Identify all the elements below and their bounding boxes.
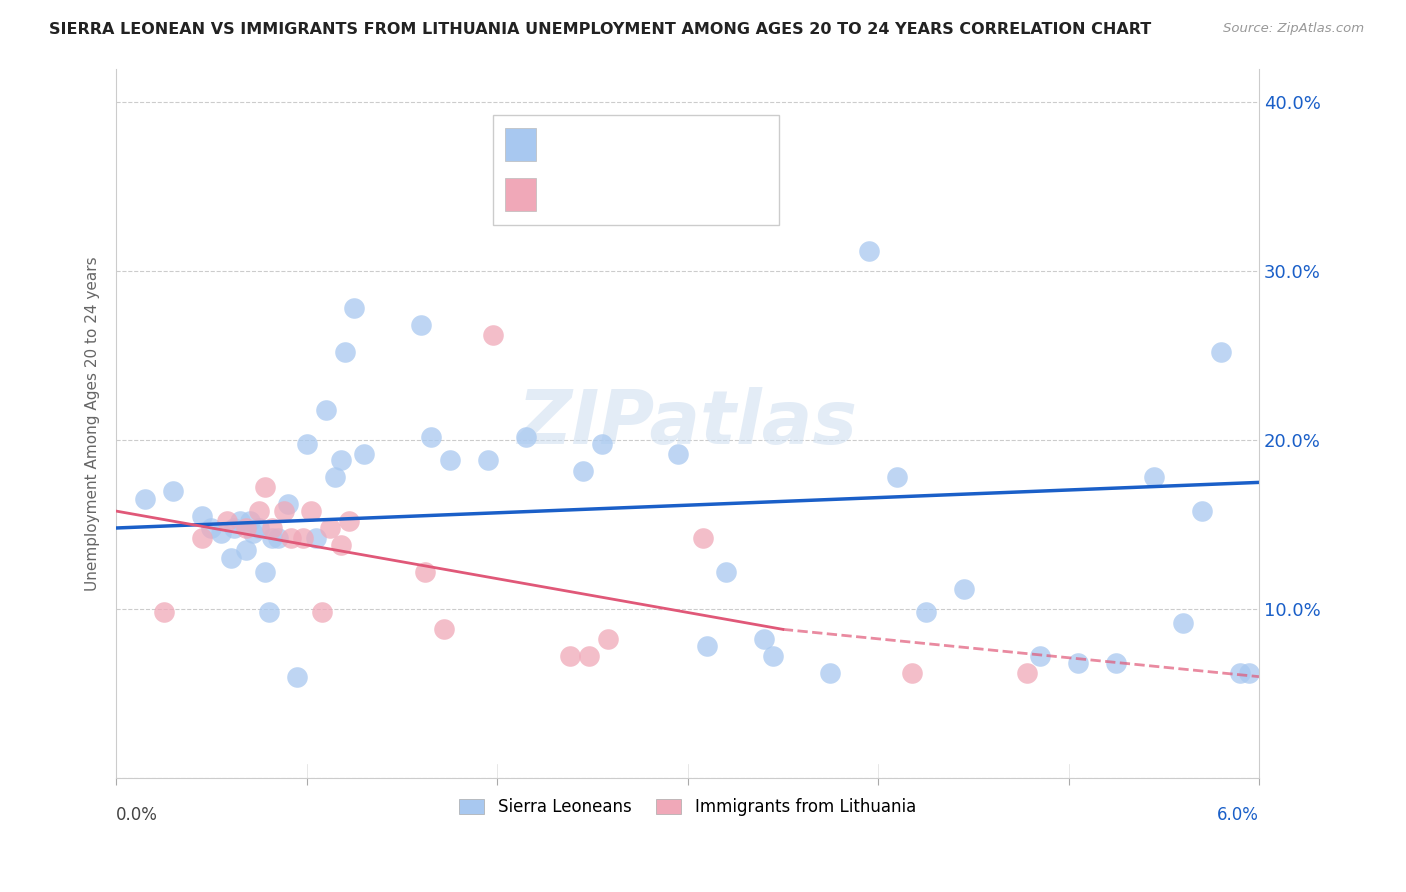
- Point: [267, 531, 290, 545]
- Point: [1029, 649, 1052, 664]
- Point: [1015, 666, 1038, 681]
- Point: [247, 521, 270, 535]
- Point: [591, 436, 613, 450]
- Point: [1209, 345, 1232, 359]
- Point: [337, 514, 360, 528]
- Point: [215, 514, 238, 528]
- Point: [262, 521, 284, 535]
- Point: [696, 639, 718, 653]
- Point: [353, 447, 375, 461]
- Point: [235, 521, 257, 535]
- Point: [638, 194, 661, 208]
- Point: [1239, 666, 1261, 681]
- Point: [482, 328, 505, 343]
- Point: [343, 301, 366, 316]
- Point: [419, 430, 441, 444]
- Point: [323, 470, 346, 484]
- Point: [1143, 470, 1166, 484]
- Point: [191, 531, 214, 545]
- Point: [578, 649, 600, 664]
- Point: [1105, 656, 1128, 670]
- Point: [1067, 656, 1090, 670]
- Point: [666, 447, 689, 461]
- Point: [318, 521, 340, 535]
- Point: [273, 504, 295, 518]
- Point: [714, 565, 737, 579]
- Point: [1191, 504, 1213, 518]
- Point: [235, 543, 257, 558]
- Point: [820, 666, 842, 681]
- Point: [280, 531, 302, 545]
- Text: 0.0%: 0.0%: [117, 806, 157, 824]
- Point: [257, 606, 280, 620]
- Point: [477, 453, 499, 467]
- Point: [229, 514, 252, 528]
- Point: [752, 632, 775, 647]
- Point: [333, 345, 356, 359]
- Point: [330, 538, 353, 552]
- Point: [219, 551, 242, 566]
- Point: [291, 531, 314, 545]
- Point: [134, 492, 156, 507]
- Point: [886, 470, 908, 484]
- Point: [253, 565, 276, 579]
- Point: [952, 582, 974, 596]
- Point: [247, 504, 270, 518]
- Point: [191, 509, 214, 524]
- Point: [209, 526, 232, 541]
- Point: [162, 483, 184, 498]
- Point: [558, 649, 581, 664]
- Point: [433, 623, 456, 637]
- Point: [253, 480, 276, 494]
- Point: [1171, 615, 1194, 630]
- Point: [200, 521, 222, 535]
- Point: [409, 318, 432, 333]
- Point: [262, 531, 284, 545]
- Point: [315, 402, 337, 417]
- Point: [277, 497, 299, 511]
- Point: [242, 526, 264, 541]
- Text: ZIPatlas: ZIPatlas: [517, 387, 858, 459]
- Text: Source: ZipAtlas.com: Source: ZipAtlas.com: [1223, 22, 1364, 36]
- Point: [295, 436, 318, 450]
- Text: SIERRA LEONEAN VS IMMIGRANTS FROM LITHUANIA UNEMPLOYMENT AMONG AGES 20 TO 24 YEA: SIERRA LEONEAN VS IMMIGRANTS FROM LITHUA…: [49, 22, 1152, 37]
- Point: [762, 649, 785, 664]
- Point: [901, 666, 924, 681]
- Point: [692, 531, 714, 545]
- Point: [153, 606, 176, 620]
- Y-axis label: Unemployment Among Ages 20 to 24 years: Unemployment Among Ages 20 to 24 years: [86, 256, 100, 591]
- Point: [596, 632, 619, 647]
- Legend: Sierra Leoneans, Immigrants from Lithuania: Sierra Leoneans, Immigrants from Lithuan…: [453, 791, 922, 823]
- Point: [299, 504, 322, 518]
- Text: 6.0%: 6.0%: [1218, 806, 1258, 824]
- Point: [305, 531, 328, 545]
- Point: [515, 430, 537, 444]
- Point: [285, 670, 308, 684]
- Point: [224, 521, 246, 535]
- Point: [439, 453, 461, 467]
- Point: [413, 565, 436, 579]
- Point: [858, 244, 880, 258]
- Point: [572, 464, 595, 478]
- Point: [239, 514, 262, 528]
- Point: [914, 606, 936, 620]
- Point: [330, 453, 353, 467]
- Point: [311, 606, 333, 620]
- Point: [1229, 666, 1251, 681]
